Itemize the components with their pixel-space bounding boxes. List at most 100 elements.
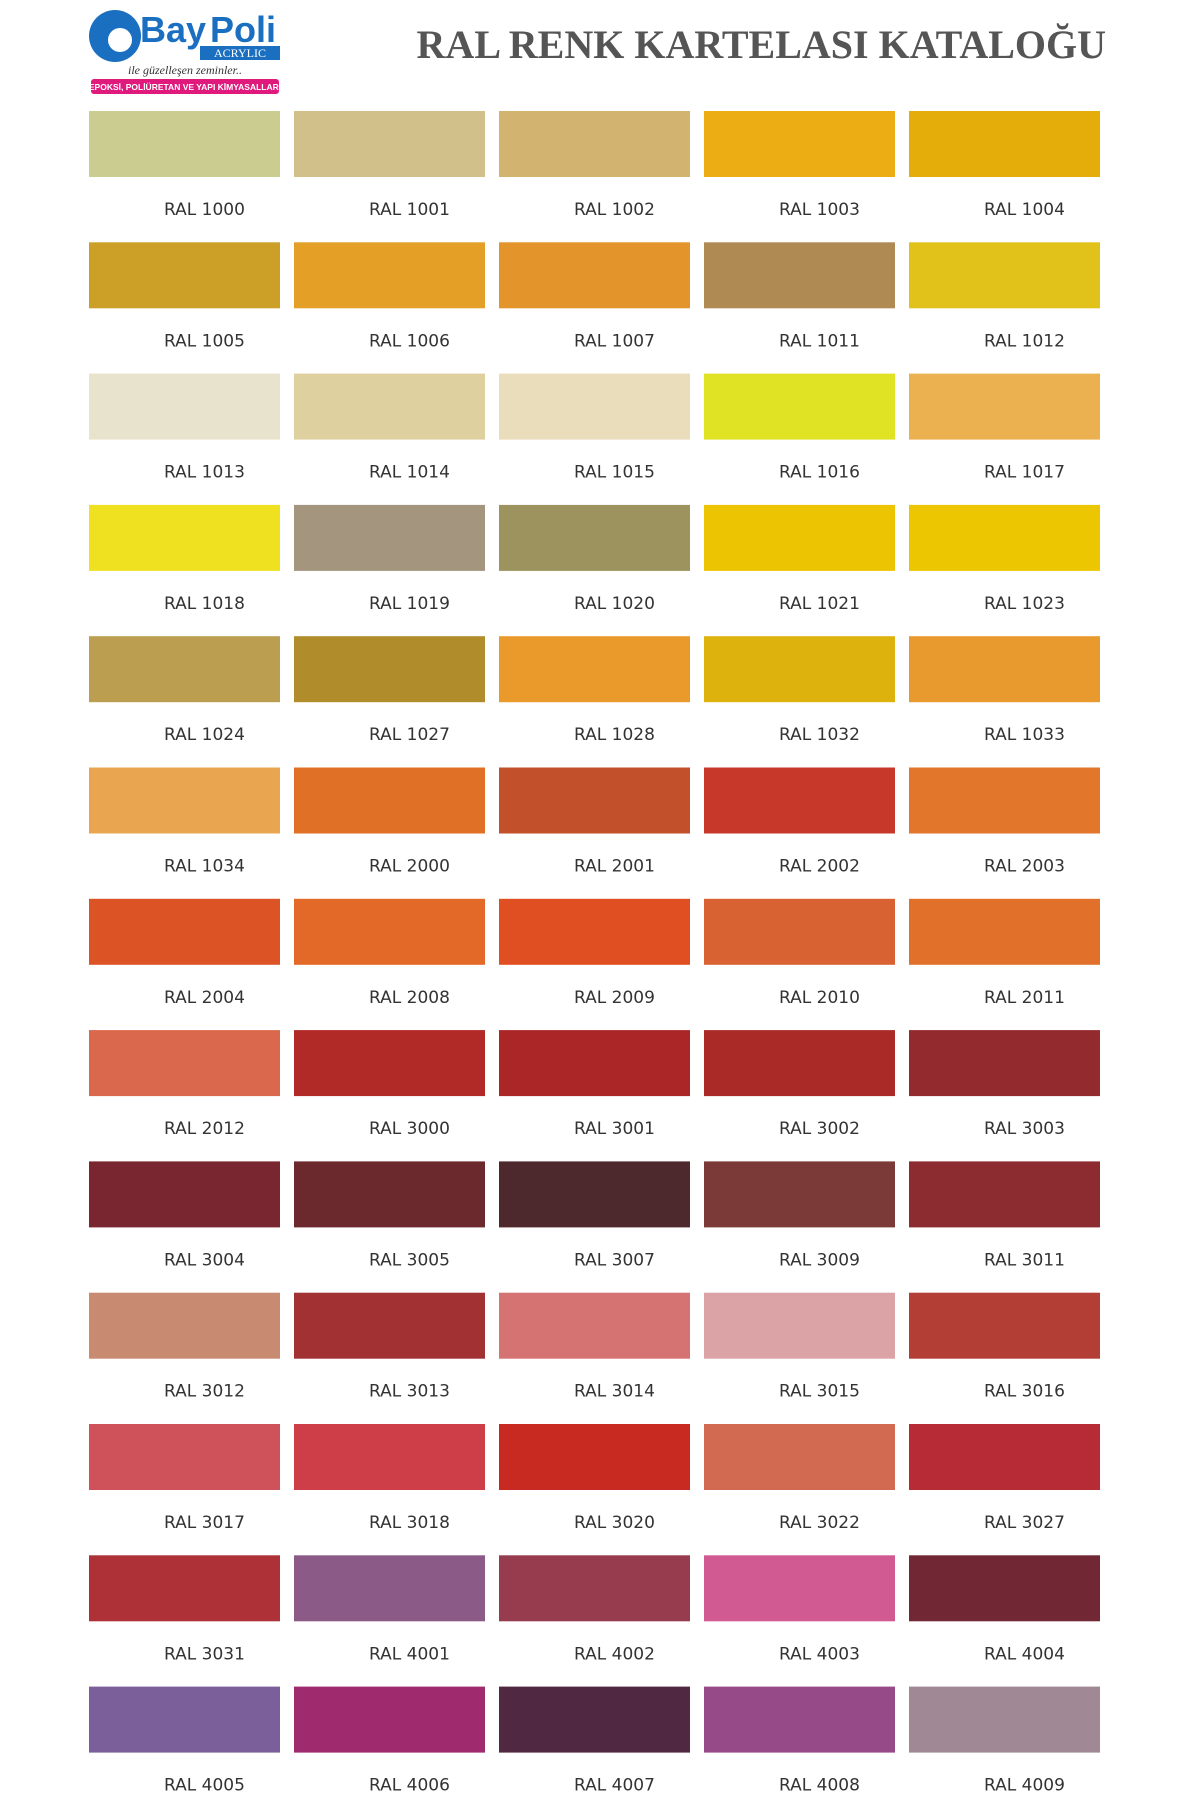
swatch-label: RAL 1024 — [164, 725, 245, 745]
color-swatch — [89, 767, 280, 834]
swatch-label: RAL 3011 — [984, 1250, 1065, 1270]
color-swatch — [704, 636, 895, 703]
color-swatch — [704, 504, 895, 571]
logo-banner-bar — [91, 79, 279, 94]
color-swatch — [499, 636, 690, 703]
color-swatch — [89, 1161, 280, 1228]
swatch-label: RAL 4004 — [984, 1644, 1065, 1664]
logo-tagline: ile güzelleşen zeminler.. — [128, 63, 242, 77]
swatch-label: RAL 2008 — [369, 988, 450, 1008]
swatch-label: RAL 1019 — [369, 594, 450, 614]
swatch-label: RAL 4006 — [369, 1776, 450, 1796]
swatch-label: RAL 3007 — [574, 1250, 655, 1270]
color-swatch — [704, 111, 895, 177]
color-swatch — [704, 1555, 895, 1622]
color-swatch — [89, 1555, 280, 1622]
swatch-label: RAL 2000 — [369, 857, 450, 877]
color-swatch — [704, 373, 895, 440]
swatch-label: RAL 3002 — [779, 1119, 860, 1139]
color-swatch — [294, 111, 485, 177]
swatch-label: RAL 3017 — [164, 1513, 245, 1533]
swatch-label: RAL 3000 — [369, 1119, 450, 1139]
swatch-label: RAL 4005 — [164, 1776, 245, 1796]
swatch-label: RAL 1027 — [369, 725, 450, 745]
swatch-label: RAL 3001 — [574, 1119, 655, 1139]
swatch-label: RAL 1003 — [779, 200, 860, 220]
color-swatch — [499, 242, 690, 309]
color-swatch — [499, 111, 690, 177]
logo-banner: EPOKSİ, POLİÜRETAN VE YAPI KİMYASALLARI — [89, 82, 281, 92]
color-swatch — [704, 242, 895, 309]
swatch-label: RAL 2010 — [779, 988, 860, 1008]
swatch-label: RAL 2002 — [779, 857, 860, 877]
color-swatch — [89, 111, 280, 177]
color-swatch — [704, 1424, 895, 1490]
color-swatch — [909, 111, 1100, 177]
swatch-label: RAL 1013 — [164, 463, 245, 483]
color-swatch — [499, 373, 690, 440]
color-swatch — [294, 636, 485, 703]
swatch-label: RAL 1014 — [369, 463, 450, 483]
color-swatch — [294, 242, 485, 309]
swatch-label: RAL 1004 — [984, 200, 1065, 220]
color-swatch — [294, 1555, 485, 1622]
swatch-label: RAL 1021 — [779, 594, 860, 614]
swatch-label: RAL 2009 — [574, 988, 655, 1008]
logo-brand: Poli — [210, 9, 276, 50]
swatch-label: RAL 4003 — [779, 1644, 860, 1664]
swatch-label: RAL 1000 — [164, 200, 245, 220]
swatch-label: RAL 1017 — [984, 463, 1065, 483]
swatch-label: RAL 2004 — [164, 988, 245, 1008]
swatch-label: RAL 3009 — [779, 1250, 860, 1270]
color-swatch — [89, 373, 280, 440]
color-swatch — [89, 1030, 280, 1097]
color-swatch — [909, 242, 1100, 309]
color-swatch — [909, 1161, 1100, 1228]
swatch-label: RAL 3013 — [369, 1382, 450, 1402]
color-swatch — [89, 1686, 280, 1753]
swatch-label: RAL 4009 — [984, 1776, 1065, 1796]
swatch-label: RAL 4001 — [369, 1644, 450, 1664]
swatch-label: RAL 3015 — [779, 1382, 860, 1402]
color-swatch — [909, 898, 1100, 965]
swatch-label: RAL 2001 — [574, 857, 655, 877]
color-swatch — [89, 898, 280, 965]
swatch-label: RAL 3031 — [164, 1644, 245, 1664]
color-swatch — [909, 767, 1100, 834]
swatch-label: RAL 1033 — [984, 725, 1065, 745]
color-swatch — [909, 1292, 1100, 1359]
page-title: RAL RENK KARTELASI KATALOĞU — [417, 22, 1106, 67]
color-swatch — [499, 898, 690, 965]
swatch-label: RAL 3016 — [984, 1382, 1065, 1402]
swatch-label: RAL 4008 — [779, 1776, 860, 1796]
color-swatch — [704, 898, 895, 965]
color-swatch — [294, 1424, 485, 1490]
swatch-label: RAL 1011 — [779, 331, 860, 351]
logo-circle-inner — [108, 28, 132, 52]
color-swatch — [704, 1686, 895, 1753]
color-swatch — [294, 1161, 485, 1228]
color-swatch — [499, 767, 690, 834]
color-swatch — [704, 1292, 895, 1359]
color-swatch — [294, 898, 485, 965]
swatch-label: RAL 1020 — [574, 594, 655, 614]
color-swatch — [89, 242, 280, 309]
logo-sub: ACRYLIC — [214, 46, 266, 60]
color-swatch — [909, 636, 1100, 703]
swatch-label: RAL 1032 — [779, 725, 860, 745]
color-swatch — [294, 1686, 485, 1753]
color-swatch — [499, 1555, 690, 1622]
color-swatch — [294, 1030, 485, 1097]
swatch-label: RAL 1018 — [164, 594, 245, 614]
swatch-label: RAL 3004 — [164, 1250, 245, 1270]
swatch-label: RAL 2011 — [984, 988, 1065, 1008]
swatch-label: RAL 1005 — [164, 331, 245, 351]
logo: Bay Poli ACRYLIC ile güzelleşen zeminler… — [89, 9, 281, 94]
color-swatch — [499, 1292, 690, 1359]
swatch-label: RAL 1015 — [574, 463, 655, 483]
swatch-label: RAL 1034 — [164, 857, 245, 877]
swatch-label: RAL 1028 — [574, 725, 655, 745]
color-swatch — [499, 1030, 690, 1097]
swatch-label: RAL 2012 — [164, 1119, 245, 1139]
